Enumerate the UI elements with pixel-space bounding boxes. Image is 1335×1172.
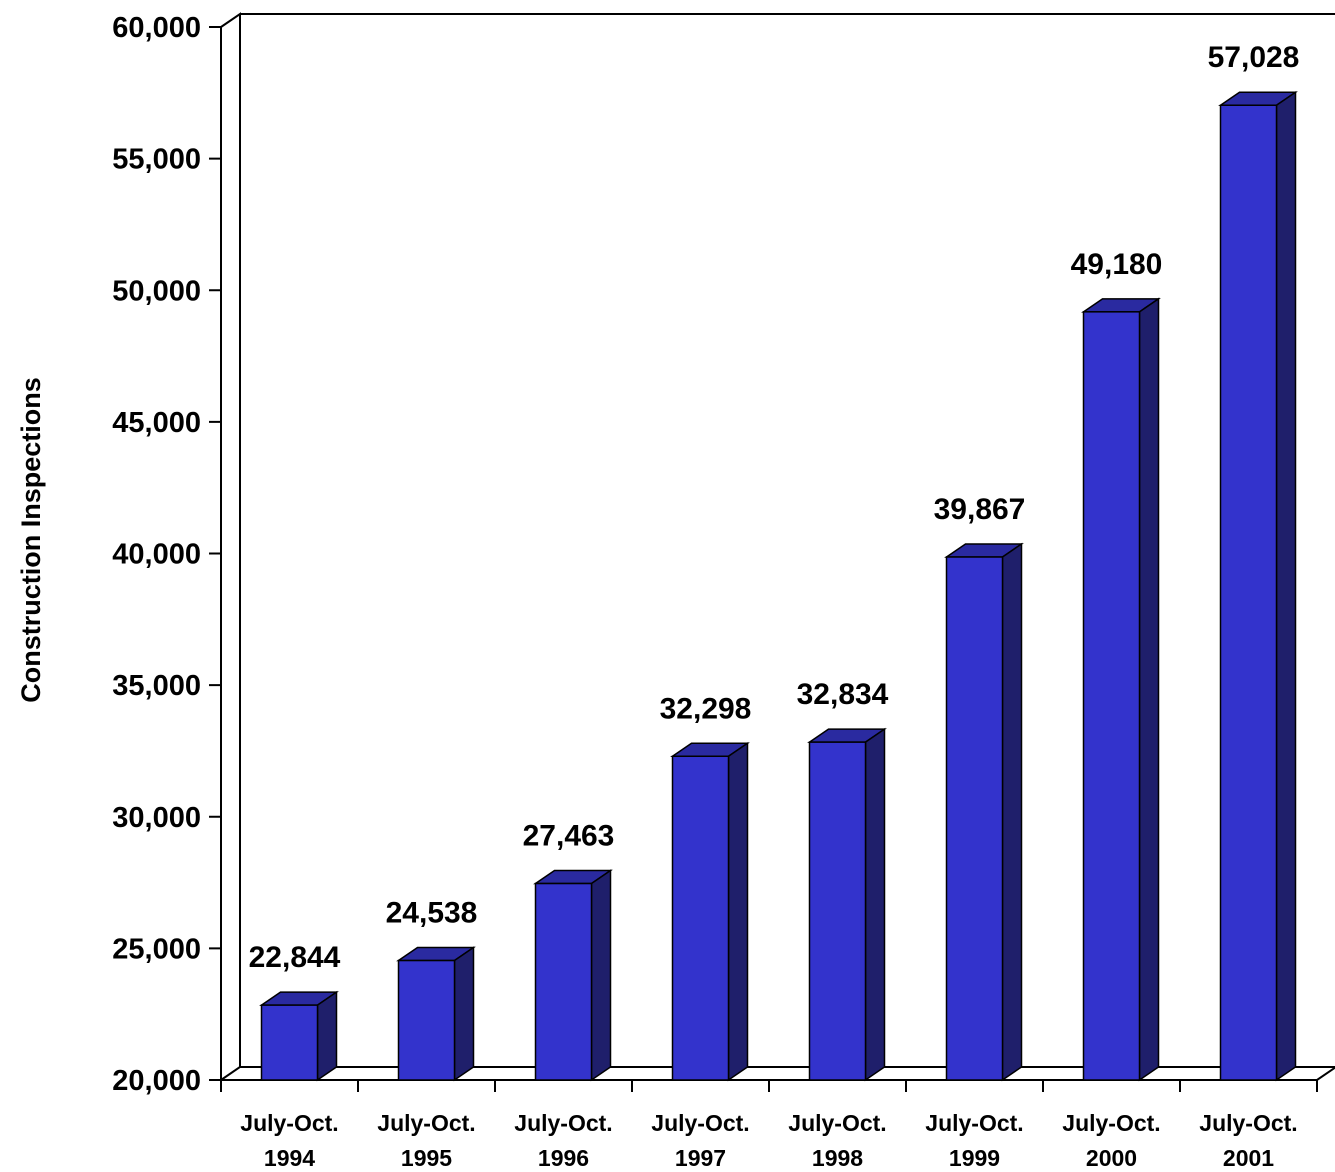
y-axis: 20,000 25,000 30,000 35,000 40,000 45,000 50,0… xyxy=(112,12,222,1097)
y-tick-label: 55,000 xyxy=(112,144,201,176)
y-tick-label: 35,000 xyxy=(112,670,201,702)
x-tick-label-line1: July-Oct. xyxy=(514,1110,612,1136)
y-tick-label: 25,000 xyxy=(112,933,201,965)
x-tick-label-line2: 2000 xyxy=(1086,1145,1137,1171)
data-label: 27,463 xyxy=(523,820,615,853)
x-tick-label-line2: 1995 xyxy=(401,1145,452,1171)
side-wall xyxy=(220,12,241,1081)
bar xyxy=(534,882,593,1081)
x-tick-label-line2: 1996 xyxy=(538,1145,589,1171)
y-tick-label: 45,000 xyxy=(112,407,201,439)
bar-side xyxy=(316,990,338,1082)
bar-side xyxy=(1001,542,1023,1082)
bar-side xyxy=(864,727,886,1082)
x-tick-label-line2: 2001 xyxy=(1223,1145,1274,1171)
data-labels: 22,844 24,538 27,463 32,298 32,834 39,867 49,1… xyxy=(249,41,1300,974)
bar xyxy=(260,1004,319,1081)
bar xyxy=(1219,104,1278,1081)
x-axis: July-Oct. 1994 July-Oct. 1995 July-Oct. 1996 J… xyxy=(220,1080,1318,1171)
bar xyxy=(671,755,730,1081)
y-axis-title: Construction Inspections xyxy=(16,377,46,703)
floor xyxy=(221,1066,1335,1081)
x-tick-label-line1: July-Oct. xyxy=(377,1110,475,1136)
data-label: 24,538 xyxy=(386,897,478,930)
bar-side xyxy=(453,946,475,1082)
x-tick-label-line2: 1994 xyxy=(264,1145,315,1171)
x-tick-label-line1: July-Oct. xyxy=(240,1110,338,1136)
bar xyxy=(397,959,456,1081)
data-label: 32,834 xyxy=(797,678,889,711)
bar-side xyxy=(1138,297,1160,1082)
bar-side xyxy=(1275,90,1297,1082)
y-tick-label: 60,000 xyxy=(112,12,201,44)
data-label: 39,867 xyxy=(934,493,1026,526)
data-label: 32,298 xyxy=(660,692,752,725)
bar-side xyxy=(727,741,749,1082)
x-tick-label-line1: July-Oct. xyxy=(651,1110,749,1136)
bar xyxy=(1082,311,1141,1081)
x-tick-label-line1: July-Oct. xyxy=(925,1110,1023,1136)
x-tick-label-line2: 1997 xyxy=(675,1145,726,1171)
bar xyxy=(945,556,1004,1081)
x-tick-label-line1: July-Oct. xyxy=(1062,1110,1160,1136)
y-tick-label: 40,000 xyxy=(112,539,201,571)
data-label: 57,028 xyxy=(1208,41,1300,74)
x-tick-label-line1: July-Oct. xyxy=(1199,1110,1297,1136)
back-wall xyxy=(240,13,1335,1067)
data-label: 49,180 xyxy=(1071,248,1163,281)
x-tick-label-line1: July-Oct. xyxy=(788,1110,886,1136)
data-label: 22,844 xyxy=(249,941,341,974)
x-tick-label-line2: 1999 xyxy=(949,1145,1000,1171)
bar-side xyxy=(590,869,612,1082)
y-tick-label: 50,000 xyxy=(112,275,201,307)
y-tick-label: 20,000 xyxy=(112,1065,201,1097)
y-tick-label: 30,000 xyxy=(112,802,201,834)
x-tick-label-line2: 1998 xyxy=(812,1145,863,1171)
bar xyxy=(808,741,867,1081)
bars xyxy=(259,90,1298,1082)
